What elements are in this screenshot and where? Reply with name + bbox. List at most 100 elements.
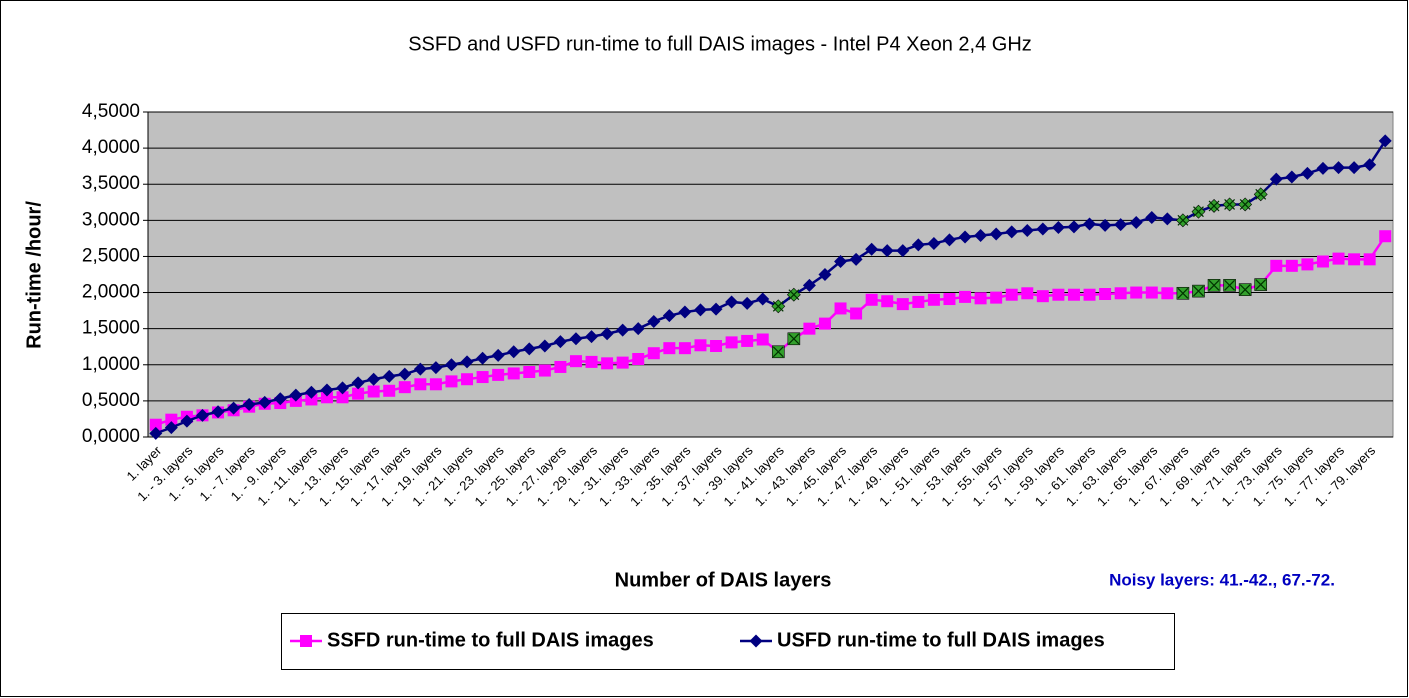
marker [678,342,691,355]
marker [600,327,614,341]
marker [1130,286,1143,299]
marker [912,295,925,308]
marker [663,342,676,355]
highlight-cross [788,289,800,301]
marker [1129,216,1143,229]
marker [942,233,956,247]
marker [320,383,334,397]
marker [662,309,676,323]
marker [601,357,614,370]
marker [398,381,411,394]
marker [165,413,178,426]
marker [881,295,894,308]
marker [1145,286,1158,299]
marker [383,384,396,397]
marker [616,356,629,369]
marker [367,385,380,398]
marker [647,314,661,328]
marker [569,332,583,346]
marker [990,291,1003,304]
annotation: Noisy layers: 41.-42., 67.-72. [1109,570,1335,589]
marker [445,375,458,388]
marker [507,367,520,380]
marker [1160,212,1174,226]
marker [803,322,816,335]
marker [523,366,536,378]
marker [491,348,505,362]
marker [538,364,551,377]
highlight-cross [1177,214,1189,226]
marker [522,342,536,356]
marker [1348,253,1361,266]
highlight-cross [1255,188,1267,200]
x-axis-title: Number of DAIS layers [615,569,832,591]
highlight-cross [1239,199,1251,210]
marker [1363,158,1377,172]
marker [709,302,723,316]
marker [1083,217,1097,231]
marker [336,391,349,404]
marker [351,376,365,390]
highlight-cross [1193,206,1204,218]
marker [149,418,162,431]
marker [616,323,630,337]
marker [818,317,831,330]
marker [1316,255,1329,268]
marker [507,345,521,359]
y-tick-label: 4,5000 [82,101,140,122]
marker [398,367,412,381]
marker [1005,288,1018,301]
marker [911,238,925,252]
marker [1036,222,1050,236]
marker [1145,210,1159,224]
marker [149,426,163,440]
marker [1363,253,1376,266]
marker [1285,170,1299,184]
marker [429,378,442,391]
legend-marker [749,634,763,648]
highlight-cross [772,300,784,312]
marker [927,236,941,250]
highlight-cross [1255,279,1267,291]
marker [865,242,879,256]
marker [1098,218,1112,232]
y-tick-label: 2,5000 [82,245,140,266]
marker [1005,225,1019,239]
marker [850,307,863,320]
marker [974,229,988,242]
highlight-cross [1193,285,1204,297]
marker [1332,161,1346,175]
marker [180,414,194,428]
marker [880,244,894,258]
marker [476,371,489,384]
marker [289,388,303,402]
marker [740,296,754,310]
marker [647,347,660,360]
y-tick-label: 3,5000 [82,173,140,194]
marker [1051,221,1065,235]
marker [305,393,318,406]
marker [896,244,910,258]
marker [1316,161,1330,175]
marker [725,336,738,349]
highlight-cross [1224,199,1236,210]
marker [1332,252,1345,265]
y-tick-label: 0,5000 [82,390,140,411]
y-tick-label: 2,0000 [82,282,140,303]
highlight-cross [1177,287,1189,299]
marker [304,385,318,399]
marker [242,398,256,411]
marker [1300,166,1314,180]
marker [756,292,770,306]
marker [974,292,987,305]
marker [1067,220,1081,234]
marker [631,322,645,336]
marker [1083,288,1096,301]
marker [1099,288,1112,300]
marker [1285,259,1298,272]
marker [1301,258,1314,271]
highlight-cross [772,346,784,358]
marker [569,355,582,368]
marker [1067,288,1080,301]
